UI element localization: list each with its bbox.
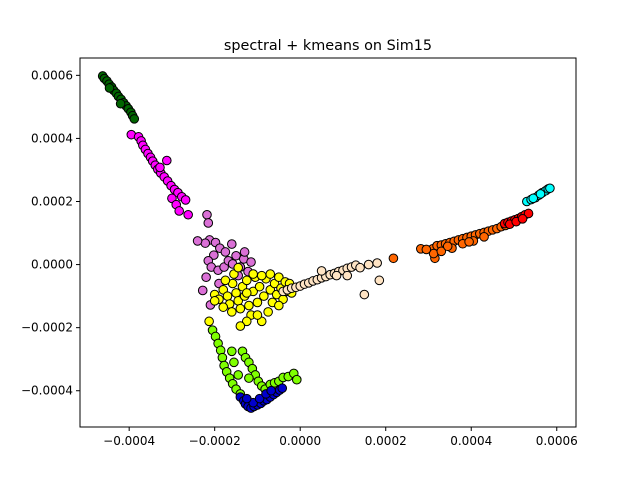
scatter-point-series-3-26	[274, 272, 284, 282]
scatter-point-series-2-17	[246, 257, 256, 267]
scatter-point-series-3-44	[274, 300, 284, 311]
scatter-point-series-4-19	[374, 275, 385, 286]
scatter-point-series-2-25	[239, 247, 250, 257]
scatter-point-series-1-17	[180, 195, 191, 205]
scatter-point-series-3-36	[248, 269, 258, 279]
scatter-point-series-6-18	[241, 393, 252, 404]
ticks-layer: −0.0004 −0.0002 0.0000 0.0002 0.0004 0.0006 −0…	[21, 68, 578, 448]
scatter-point-series-4-24	[316, 266, 327, 276]
scatter-point-series-2-1	[203, 218, 214, 228]
scatter-point-series-9-9	[535, 189, 546, 199]
y-tick-label-3: 0.0002	[31, 195, 73, 209]
scatter-point-series-3-3	[222, 291, 233, 301]
scatter-point-series-5-29	[226, 346, 237, 357]
scatter-point-series-4-22	[342, 270, 353, 281]
scatter-point-series-3-34	[241, 316, 252, 327]
scatter-point-series-1-23	[155, 162, 165, 173]
scatter-point-series-9-7	[545, 183, 555, 194]
scatter-point-series-3-37	[256, 270, 267, 281]
scatter-point-series-2-18	[201, 272, 211, 282]
scatter-point-series-7-24	[479, 232, 489, 242]
scatter-point-series-7-26	[421, 244, 432, 255]
scatter-point-series-3-39	[209, 296, 220, 306]
scatter-point-series-6-19	[266, 385, 276, 396]
scatter-point-series-8-10	[517, 214, 528, 224]
scatter-point-series-3-11	[241, 275, 252, 286]
scatter-point-series-4-25	[355, 262, 365, 273]
scatter-point-series-3-45	[233, 262, 244, 273]
points-layer	[97, 71, 555, 413]
scatter-point-series-7-20	[436, 246, 447, 257]
scatter-point-series-1-18	[162, 155, 172, 166]
scatter-point-series-5-25	[291, 374, 302, 385]
scatter-point-series-0-16	[115, 98, 126, 109]
x-tick-label-2: 0.0000	[279, 434, 321, 448]
scatter-point-series-3-41	[235, 321, 246, 331]
scatter-point-series-3-40	[204, 316, 214, 327]
scatter-point-series-7-28	[442, 241, 453, 252]
scatter-point-series-3-21	[263, 307, 273, 317]
x-tick-label-3: 0.0002	[365, 434, 407, 448]
scatter-point-series-2-22	[220, 247, 231, 257]
scatter-point-series-0-14	[129, 114, 140, 124]
scatter-point-series-3-17	[254, 281, 265, 292]
scatter-point-series-3-43	[265, 269, 276, 279]
y-tick-label-2: 0.0000	[31, 258, 73, 272]
scatter-point-series-7-29	[464, 237, 474, 247]
scatter-point-series-1-22	[183, 209, 193, 220]
scatter-point-series-4-18	[363, 259, 374, 270]
scatter-point-series-7-27	[388, 253, 399, 264]
scatter-point-series-3-42	[252, 310, 263, 320]
scatter-point-series-3-33	[226, 307, 237, 317]
scatter-point-series-3-12	[244, 300, 254, 311]
scatter-point-series-5-27	[229, 357, 239, 368]
x-tick-label-4: 0.0004	[450, 434, 492, 448]
scatter-point-series-2-24	[192, 236, 203, 246]
scatter-point-series-5-26	[233, 370, 244, 380]
scatter-point-series-6-14	[277, 383, 288, 394]
scatter-point-series-5-4	[217, 352, 228, 363]
chart-title: spectral + kmeans on Sim15	[224, 38, 432, 54]
scatter-point-series-2-0	[202, 209, 212, 220]
y-tick-label-1: −0.0002	[21, 321, 73, 335]
plot-frame	[79, 57, 577, 428]
y-tick-label-4: 0.0004	[31, 131, 73, 145]
scatter-point-series-0-15	[104, 83, 115, 93]
scatter-point-series-3-19	[259, 291, 269, 301]
scatter-point-series-6-16	[254, 393, 265, 404]
scatter-point-series-1-21	[174, 206, 184, 216]
scatter-point-series-5-28	[244, 373, 254, 383]
scatter-point-series-3-47	[220, 275, 231, 286]
y-tick-label-0: −0.0004	[21, 384, 73, 398]
scatter-point-series-3-8	[235, 303, 246, 314]
scatter-point-series-2-23	[226, 239, 237, 249]
x-tick-label-5: 0.0006	[536, 434, 578, 448]
y-tick-label-5: 0.0006	[31, 68, 73, 82]
scatter-point-series-2-6	[209, 250, 219, 260]
scatter-point-series-3-38	[218, 302, 229, 312]
scatter-point-series-8-7	[523, 208, 534, 219]
x-tick-label-0: −0.0004	[103, 434, 155, 448]
scatter-point-series-4-20	[359, 289, 370, 300]
scatter-point-series-9-8	[528, 193, 539, 204]
scatter-point-series-4-23	[372, 258, 382, 268]
scatter-point-series-3-46	[241, 288, 252, 298]
x-tick-label-1: −0.0002	[189, 434, 241, 448]
scatter-point-series-3-16	[252, 297, 263, 308]
scatter-point-series-2-19	[197, 285, 208, 296]
scatter-point-series-4-21	[331, 270, 342, 281]
